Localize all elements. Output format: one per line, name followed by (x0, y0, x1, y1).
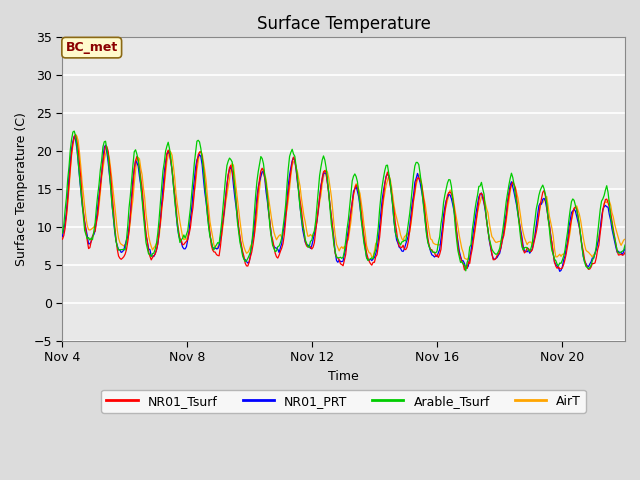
Title: Surface Temperature: Surface Temperature (257, 15, 431, 33)
X-axis label: Time: Time (328, 370, 359, 383)
Text: BC_met: BC_met (65, 41, 118, 54)
Legend: NR01_Tsurf, NR01_PRT, Arable_Tsurf, AirT: NR01_Tsurf, NR01_PRT, Arable_Tsurf, AirT (102, 390, 586, 412)
Y-axis label: Surface Temperature (C): Surface Temperature (C) (15, 112, 28, 266)
